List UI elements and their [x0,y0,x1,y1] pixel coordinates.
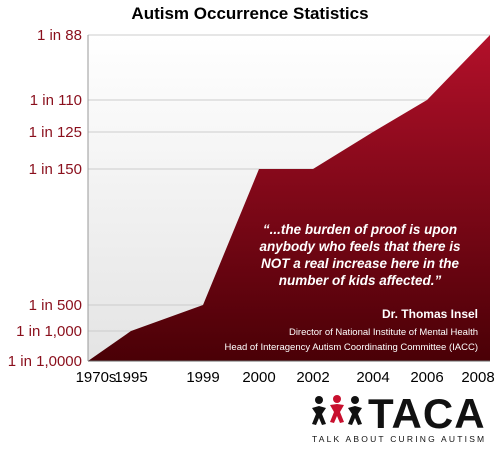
x-tick-label: 2006 [410,369,443,386]
y-tick-labels: 1 in 1,0000 1 in 1,000 1 in 500 1 in 150 1 i… [8,27,82,370]
series-area [88,35,490,361]
x-tick-label: 2000 [242,369,275,386]
logo-tagline: TALK ABOUT CURING AUTISM [312,434,487,444]
chart-title: Autism Occurrence Statistics [131,4,369,23]
quote-line: number of kids affected.” [279,273,442,288]
y-tick-label: 1 in 150 [29,161,82,178]
attribution-name: Dr. Thomas Insel [382,307,478,321]
y-tick-label: 1 in 110 [30,92,82,109]
y-tick-label: 1 in 500 [29,297,82,314]
x-tick-label: 1999 [186,369,219,386]
quote-line: “...the burden of proof is upon [263,222,457,237]
y-tick-label: 1 in 88 [37,27,82,44]
x-tick-label: 2004 [356,369,389,386]
quote-annotation: “...the burden of proof is upon anybody … [225,222,478,353]
y-tick-label: 1 in 125 [29,124,82,141]
attribution-role: Director of National Institute of Mental… [289,327,478,338]
quote-line: anybody who feels that there is [259,239,461,254]
taca-figures-icon [312,395,362,425]
x-tick-label: 2002 [296,369,329,386]
x-tick-label: 1995 [114,369,147,386]
y-tick-label: 1 in 1,0000 [8,353,82,370]
attribution-role: Head of Interagency Autism Coordinating … [225,342,478,353]
y-tick-label: 1 in 1,000 [16,323,82,340]
chart-area: 1 in 1,0000 1 in 1,000 1 in 500 1 in 150 1 i… [8,27,495,386]
taca-logo: TACA TALK ABOUT CURING AUTISM [308,390,498,450]
x-tick-label: 1970s [76,369,117,386]
logo-wordmark: TACA [368,390,486,437]
quote-line: NOT a real increase here in the [261,256,460,271]
x-tick-label: 2008 [461,369,494,386]
